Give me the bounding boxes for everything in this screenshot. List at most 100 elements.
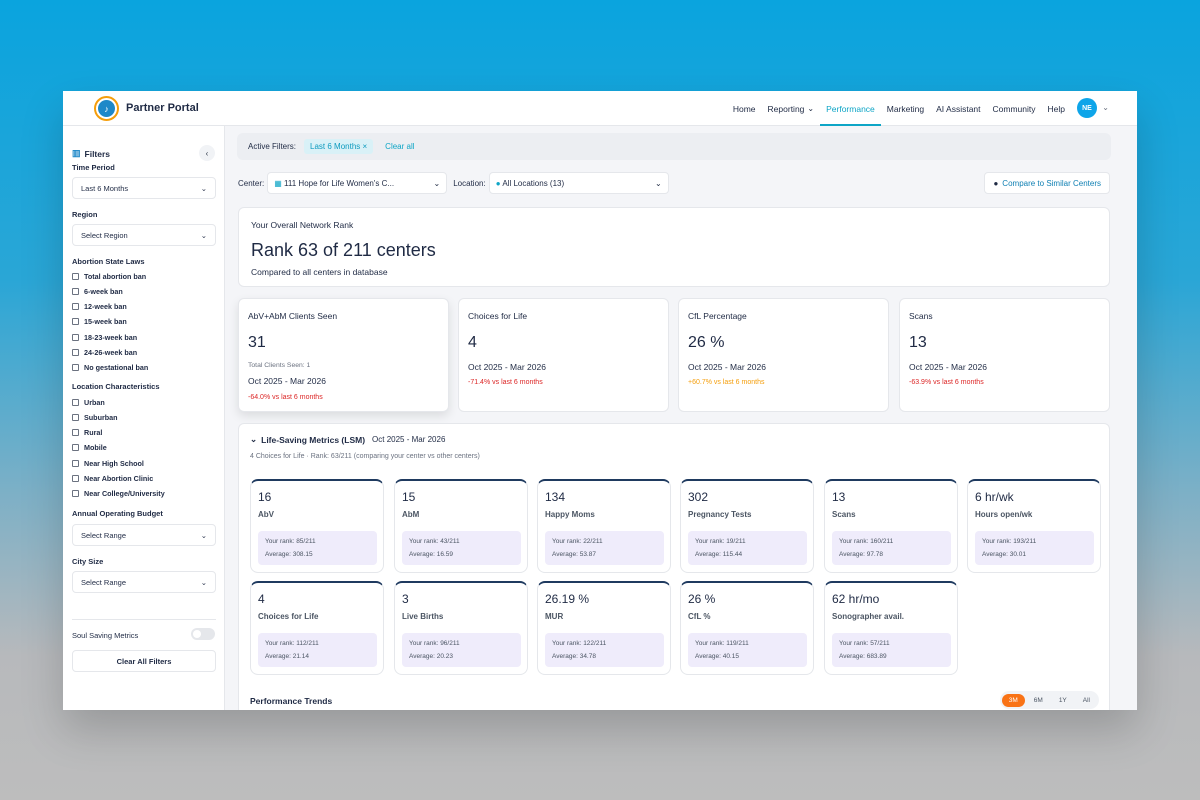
metric-card[interactable]: 26.19 % MUR Your rank: 122/211 Average: 34.… bbox=[537, 581, 671, 675]
metric-card[interactable]: 15 AbM Your rank: 43/211 Average: 16.59 bbox=[394, 479, 528, 573]
checkbox-15-week-ban[interactable]: 15-week ban bbox=[72, 317, 127, 326]
budget-value: Select Range bbox=[81, 530, 127, 540]
chevron-down-icon[interactable]: ⌄ bbox=[1102, 103, 1109, 112]
city-size-select[interactable]: Select Range ⌄ bbox=[72, 571, 216, 593]
center-select[interactable]: ▦ 111 Hope for Life Women's C... ⌄ bbox=[267, 172, 448, 194]
app-window: ♪ Partner Portal Home Reporting ⌄ Perform… bbox=[63, 91, 1137, 710]
range-1y-button[interactable]: 1Y bbox=[1058, 696, 1067, 704]
rank-note: Compared to all centers in database bbox=[251, 267, 388, 277]
logo-icon: ♪ bbox=[98, 100, 115, 117]
metric-card[interactable]: 16 AbV Your rank: 85/211 Average: 308.15 bbox=[250, 479, 384, 573]
checkbox[interactable] bbox=[72, 334, 79, 341]
stat-card-abv-abm[interactable]: AbV+AbM Clients Seen 31 Total Clients Se… bbox=[238, 298, 449, 412]
checkbox-urban[interactable]: Urban bbox=[72, 398, 105, 407]
checkbox-no-gestational-ban[interactable]: No gestational ban bbox=[72, 363, 148, 372]
checkbox[interactable] bbox=[72, 414, 79, 421]
metric-rank-box: Your rank: 57/211 Average: 683.89 bbox=[832, 633, 951, 667]
checkbox-near-abortion-clinic[interactable]: Near Abortion Clinic bbox=[72, 474, 153, 483]
metric-average: Average: 20.23 bbox=[409, 653, 453, 660]
nav-performance[interactable]: Performance bbox=[820, 91, 881, 126]
nav-home[interactable]: Home bbox=[727, 91, 762, 126]
range-3m-button[interactable]: 3M bbox=[1001, 693, 1025, 707]
time-period-select[interactable]: Last 6 Months ⌄ bbox=[72, 177, 216, 199]
performance-trends-title: Performance Trends bbox=[250, 696, 333, 706]
checkbox[interactable] bbox=[72, 444, 79, 451]
metric-card[interactable]: 302 Pregnancy Tests Your rank: 19/211 Avera… bbox=[680, 479, 814, 573]
checkbox[interactable] bbox=[72, 460, 79, 467]
range-6m-button[interactable]: 6M bbox=[1033, 696, 1043, 704]
center-value: 111 Hope for Life Women's C... bbox=[284, 178, 395, 188]
nav-links: Home Reporting ⌄ Performance Marketing AI… bbox=[727, 91, 1071, 126]
divider bbox=[72, 619, 216, 620]
clear-all-filters-button[interactable]: Clear All Filters bbox=[72, 650, 216, 672]
nav-marketing[interactable]: Marketing bbox=[881, 91, 930, 126]
avatar[interactable]: NE bbox=[1077, 98, 1097, 118]
metric-card[interactable]: 134 Happy Moms Your rank: 22/211 Average: 5… bbox=[537, 479, 671, 573]
chevron-down-icon[interactable]: ⌄ bbox=[250, 434, 258, 444]
checkbox[interactable] bbox=[72, 303, 79, 310]
checkbox-18-23-week-ban[interactable]: 18-23-week ban bbox=[72, 333, 137, 342]
checkbox-label: 12-week ban bbox=[84, 302, 127, 311]
compare-centers-button[interactable]: ● Compare to Similar Centers bbox=[984, 172, 1110, 194]
collapse-sidebar-button[interactable]: ‹ bbox=[199, 145, 215, 161]
metric-average: Average: 53.87 bbox=[552, 551, 596, 558]
checkbox-near-high-school[interactable]: Near High School bbox=[72, 459, 144, 468]
stat-delta: -63.9% vs last 6 months bbox=[909, 379, 984, 386]
checkbox[interactable] bbox=[72, 490, 79, 497]
range-all-button[interactable]: All bbox=[1082, 696, 1090, 704]
nav-help[interactable]: Help bbox=[1042, 91, 1071, 126]
metric-average: Average: 40.15 bbox=[695, 653, 739, 660]
checkbox-mobile[interactable]: Mobile bbox=[72, 443, 107, 452]
metric-rank-box: Your rank: 85/211 Average: 308.15 bbox=[258, 531, 377, 565]
checkbox[interactable] bbox=[72, 273, 79, 280]
metric-card[interactable]: 6 hr/wk Hours open/wk Your rank: 193/211 Av… bbox=[967, 479, 1101, 573]
filter-chip[interactable]: Last 6 Months × bbox=[304, 139, 374, 154]
close-icon[interactable]: × bbox=[362, 142, 368, 151]
location-select[interactable]: ● All Locations (13) ⌄ bbox=[488, 172, 669, 194]
logo[interactable]: ♪ bbox=[94, 96, 119, 121]
checkbox[interactable] bbox=[72, 399, 79, 406]
checkbox[interactable] bbox=[72, 318, 79, 325]
soul-saving-toggle[interactable] bbox=[191, 628, 215, 640]
checkbox[interactable] bbox=[72, 429, 79, 436]
lsm-header[interactable]: ⌄ Life-Saving Metrics (LSM) Oct 2025 - M… bbox=[250, 434, 445, 445]
nav-ai-assistant[interactable]: AI Assistant bbox=[930, 91, 986, 126]
center-label: Center: bbox=[238, 178, 265, 188]
stat-title: Scans bbox=[909, 311, 933, 321]
checkbox[interactable] bbox=[72, 475, 79, 482]
metric-card[interactable]: 4 Choices for Life Your rank: 112/211 Avera… bbox=[250, 581, 384, 675]
budget-label: Annual Operating Budget bbox=[72, 509, 163, 518]
checkbox-6-week-ban[interactable]: 6-week ban bbox=[72, 287, 123, 296]
checkbox[interactable] bbox=[72, 349, 79, 356]
checkbox[interactable] bbox=[72, 364, 79, 371]
nav-community[interactable]: Community bbox=[987, 91, 1042, 126]
stat-card-cfl-percentage[interactable]: CfL Percentage 26 % Oct 2025 - Mar 2026 … bbox=[678, 298, 889, 412]
metric-card[interactable]: 3 Live Births Your rank: 96/211 Average: 20… bbox=[394, 581, 528, 675]
metric-card[interactable]: 26 % CfL % Your rank: 119/211 Average: 40.1… bbox=[680, 581, 814, 675]
metric-card[interactable]: 13 Scans Your rank: 160/211 Average: 97.78 bbox=[824, 479, 958, 573]
checkbox-label: 24-26-week ban bbox=[84, 348, 138, 357]
active-filters-label: Active Filters: bbox=[248, 142, 297, 151]
clear-all-link[interactable]: Clear all bbox=[385, 142, 415, 151]
stat-card-choices-for-life[interactable]: Choices for Life 4 Oct 2025 - Mar 2026 -… bbox=[458, 298, 669, 412]
metric-value: 3 bbox=[402, 592, 409, 606]
checkbox-rural[interactable]: Rural bbox=[72, 428, 102, 437]
stat-card-scans[interactable]: Scans 13 Oct 2025 - Mar 2026 -63.9% vs l… bbox=[899, 298, 1110, 412]
region-select[interactable]: Select Region ⌄ bbox=[72, 224, 216, 246]
checkbox-24-26-week-ban[interactable]: 24-26-week ban bbox=[72, 348, 137, 357]
checkbox-suburban[interactable]: Suburban bbox=[72, 413, 118, 422]
metric-card[interactable]: 62 hr/mo Sonographer avail. Your rank: 57/… bbox=[824, 581, 958, 675]
metric-value: 26 % bbox=[688, 592, 716, 606]
checkbox-12-week-ban[interactable]: 12-week ban bbox=[72, 302, 127, 311]
checkbox[interactable] bbox=[72, 288, 79, 295]
checkbox-total-ban[interactable]: Total abortion ban bbox=[72, 272, 146, 281]
nav-reporting[interactable]: Reporting ⌄ bbox=[762, 91, 821, 126]
budget-select[interactable]: Select Range ⌄ bbox=[72, 524, 216, 546]
metric-average: Average: 308.15 bbox=[265, 551, 313, 558]
metric-rank-box: Your rank: 22/211 Average: 53.87 bbox=[545, 531, 664, 565]
metric-name: Happy Moms bbox=[545, 510, 595, 519]
checkbox-label: Near High School bbox=[84, 459, 144, 468]
checkbox-label: Urban bbox=[84, 398, 105, 407]
apple-icon: ● bbox=[993, 178, 999, 188]
checkbox-near-college[interactable]: Near College/University bbox=[72, 489, 165, 498]
